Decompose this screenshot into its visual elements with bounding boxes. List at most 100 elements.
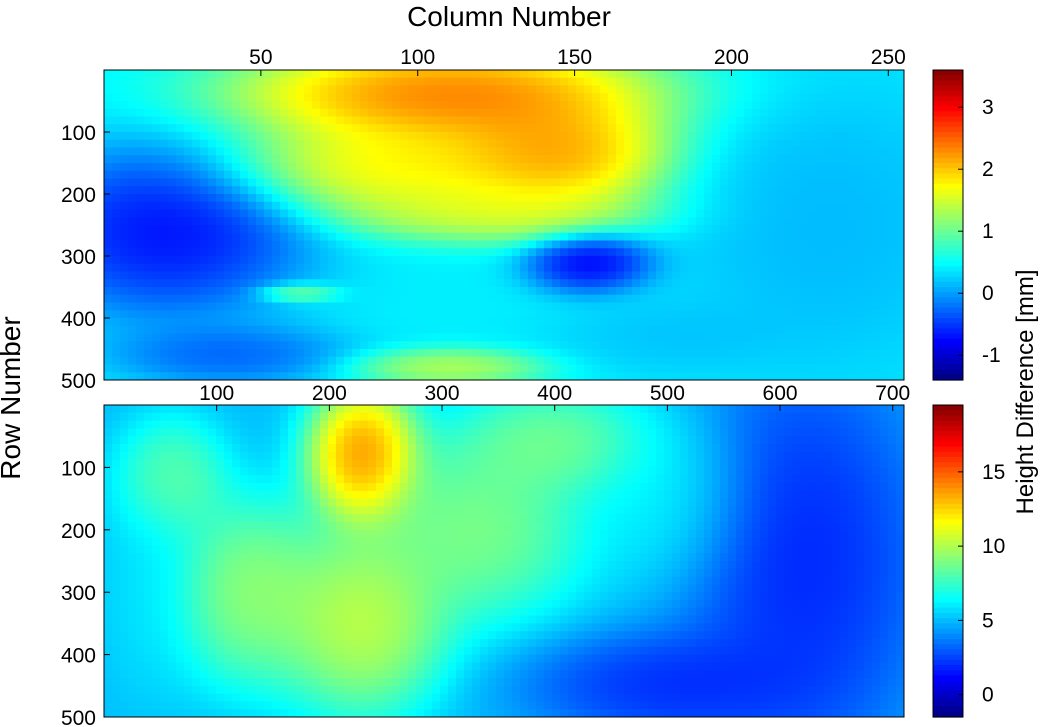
heatmap-cell: [848, 318, 857, 327]
heatmap-cell: [280, 248, 289, 257]
heatmap-cell: [656, 287, 665, 296]
heatmap-cell: [432, 225, 441, 234]
heatmap-cell: [448, 405, 457, 414]
heatmap-cell: [104, 341, 113, 350]
heatmap-cell: [400, 108, 409, 118]
heatmap-cell: [824, 147, 833, 156]
heatmap-cell: [424, 428, 433, 437]
heatmap-cell: [848, 412, 857, 422]
heatmap-cell: [656, 108, 665, 118]
heatmap-cell: [848, 341, 857, 350]
heatmap-cell: [888, 139, 897, 149]
heatmap-cell: [384, 201, 393, 211]
heatmap-cell: [688, 356, 697, 366]
heatmap-cell: [728, 294, 737, 304]
heatmap-cell: [576, 412, 585, 422]
heatmap-cell: [368, 101, 377, 110]
heatmap-cell: [632, 116, 641, 125]
heatmap-cell: [496, 467, 505, 476]
heatmap-cell: [336, 77, 345, 87]
heatmap-cell: [728, 405, 737, 414]
heatmap-cell: [240, 428, 249, 437]
heatmap-cell: [736, 436, 745, 445]
heatmap-cell: [264, 163, 273, 172]
heatmap-cell: [216, 372, 225, 380]
heatmap-cell: [728, 310, 737, 319]
heatmap-cell: [720, 444, 729, 453]
heatmap-cell: [632, 279, 641, 288]
heatmap-cell: [600, 287, 609, 296]
heatmap-cell: [144, 372, 153, 380]
heatmap-cell: [600, 240, 609, 249]
heatmap-cell: [208, 248, 217, 257]
heatmap-cell: [704, 201, 713, 211]
heatmap-cell: [872, 279, 881, 288]
heatmap-cell: [584, 70, 593, 79]
heatmap-cell: [264, 186, 273, 195]
heatmap-cell: [480, 341, 489, 350]
heatmap-cell: [768, 232, 777, 242]
heatmap-cell: [360, 302, 369, 311]
heatmap-cell: [240, 302, 249, 311]
heatmap-cell: [368, 287, 377, 296]
heatmap-cell: [736, 101, 745, 110]
heatmap-cell: [640, 325, 649, 335]
heatmap-cell: [776, 240, 785, 249]
heatmap-cell: [520, 467, 529, 476]
heatmap-cell: [520, 294, 529, 304]
heatmap-cell: [896, 170, 904, 180]
heatmap-cell: [744, 124, 753, 133]
heatmap-cell: [816, 77, 825, 87]
heatmap-cell: [880, 459, 889, 468]
heatmap-cell: [840, 294, 849, 304]
heatmap-cell: [160, 108, 169, 118]
heatmap-cell: [456, 186, 465, 195]
heatmap-cell: [560, 349, 569, 358]
heatmap-cell: [544, 271, 553, 280]
heatmap-cell: [456, 194, 465, 203]
heatmap-cell: [400, 116, 409, 125]
heatmap-cell: [344, 201, 353, 211]
heatmap-cell: [760, 93, 769, 102]
heatmap-cell: [160, 444, 169, 453]
heatmap-cell: [840, 194, 849, 203]
heatmap-cell: [800, 294, 809, 304]
heatmap-cell: [768, 77, 777, 87]
heatmap-cell: [512, 333, 521, 342]
heatmap-cell: [824, 310, 833, 319]
heatmap-cell: [504, 475, 513, 484]
heatmap-cell: [760, 420, 769, 429]
heatmap-cell: [600, 271, 609, 280]
heatmap-cell: [880, 325, 889, 335]
heatmap-cell: [408, 475, 417, 484]
heatmap-cell: [192, 201, 201, 211]
heatmap-cell: [616, 186, 625, 195]
heatmap-cell: [840, 240, 849, 249]
heatmap-cell: [280, 108, 289, 118]
heatmap-cell: [400, 186, 409, 195]
heatmap-cell: [768, 132, 777, 141]
heatmap-cell: [104, 271, 113, 280]
heatmap-cell: [208, 209, 217, 218]
heatmap-cell: [664, 420, 673, 429]
heatmap-cell: [776, 459, 785, 468]
heatmap-cell: [656, 310, 665, 319]
heatmap-cell: [784, 271, 793, 280]
heatmap-cell: [616, 163, 625, 172]
heatmap-cell: [704, 436, 713, 445]
heatmap-cell: [512, 124, 521, 133]
heatmap-cell: [120, 302, 129, 311]
heatmap-cell: [624, 70, 633, 79]
heatmap-cell: [792, 170, 801, 180]
heatmap-cell: [512, 201, 521, 211]
heatmap-cell: [512, 263, 521, 273]
heatmap-cell: [184, 356, 193, 366]
heatmap-cell: [680, 428, 689, 437]
heatmap-cell: [664, 325, 673, 335]
heatmap-cell: [512, 108, 521, 118]
heatmap-cell: [632, 201, 641, 211]
heatmap-cell: [672, 318, 681, 327]
heatmap-cell: [160, 201, 169, 211]
heatmap-cell: [752, 349, 761, 358]
heatmap-cell: [664, 428, 673, 437]
